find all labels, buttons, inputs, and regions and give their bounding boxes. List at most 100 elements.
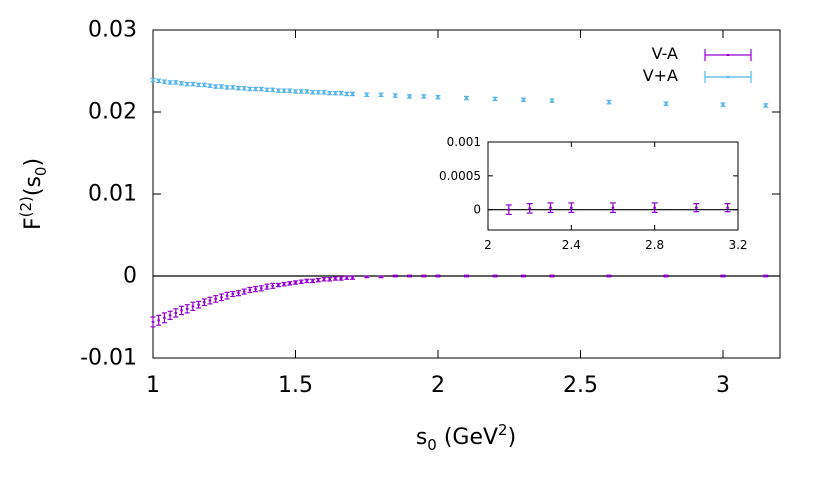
main-point-v-minus-plus-minus-a [310,90,316,95]
main-point-v-minus-a [184,304,190,314]
main-point-v-minus-a [332,276,338,281]
main-point-v-minus-a [201,298,207,307]
main-point-v-minus-a [298,279,304,284]
main-point-v-minus-a [213,295,219,303]
inset-point-v-minus-a [610,202,616,213]
main-point-v-minus-a [224,291,230,300]
main-point-v-minus-a [293,280,298,285]
main-point-v-minus-a [281,281,287,287]
main-point-v-minus-plus-minus-a [350,91,355,97]
inset-background [488,142,738,230]
main-x-tick-label: 2.5 [563,373,598,398]
main-point-v-minus-a [156,314,162,326]
main-point-v-minus-plus-minus-a [298,89,304,94]
main-point-v-minus-a [435,274,441,278]
x-axis-title: s0 (GeV2) [416,421,516,454]
main-point-v-minus-plus-minus-a [207,83,213,89]
main-point-v-minus-a [241,288,247,295]
main-point-v-minus-plus-minus-a [338,90,344,96]
main-point-v-minus-a [173,308,179,318]
main-point-v-minus-plus-minus-a [332,90,338,96]
inset-y-tick-label: 0 [473,203,481,217]
main-point-v-minus-plus-minus-a [275,88,281,93]
main-point-v-minus-a [378,275,384,279]
main-y-tick-label: 0.02 [88,100,137,125]
main-point-v-minus-plus-minus-a [179,81,184,86]
inset-tick-labels: 2 2.4 2.8 3.2 0 0.0005 0.001 [439,135,748,252]
main-point-v-minus-a [275,282,281,288]
main-point-v-minus-a [264,283,270,290]
main-point-v-minus-plus-minus-a [218,84,224,89]
main-point-v-minus-a [247,286,253,293]
main-point-v-minus-plus-minus-a [549,98,555,103]
legend-sample-v-plus-a [704,71,752,83]
main-point-v-minus-a [315,277,321,283]
main-point-v-minus-plus-minus-a [378,92,384,98]
main-point-v-minus-a [207,296,213,305]
main-point-v-minus-plus-minus-a [327,90,333,96]
main-x-tick-label: 1.5 [278,373,313,398]
main-point-v-minus-a [464,274,469,278]
main-point-v-minus-plus-minus-a [281,88,287,93]
main-point-v-minus-plus-minus-a [190,81,196,87]
main-point-v-minus-a [310,278,316,284]
main-point-v-minus-plus-minus-a [293,89,298,94]
main-point-v-minus-a [763,274,769,278]
main-point-v-minus-plus-minus-a [258,86,264,92]
inset-point-v-minus-a [505,204,512,216]
main-point-v-minus-a [253,286,259,293]
main-point-v-minus-a [606,274,612,278]
inset-point-v-minus-a [547,202,554,213]
inset-plot-frame [487,141,739,231]
main-point-v-minus-a [392,274,398,278]
main-point-v-minus-a [364,275,370,279]
main-x-tick-label: 1 [146,373,160,398]
main-point-v-minus-a [338,276,344,281]
main-point-v-minus-plus-minus-a [150,77,156,83]
main-point-v-minus-a [521,274,526,278]
main-point-v-minus-a [167,310,173,321]
main-point-v-minus-plus-minus-a [201,82,207,88]
main-point-v-minus-a [421,274,427,278]
main-point-v-minus-plus-minus-a [167,80,173,85]
legend: V-A V+A [643,44,752,85]
main-point-v-minus-plus-minus-a [606,99,612,105]
inset-y-tick-label: 0.0005 [439,169,481,183]
main-point-v-minus-plus-minus-a [435,94,441,100]
main-point-v-minus-plus-minus-a [407,94,412,99]
main-point-v-minus-plus-minus-a [247,86,253,92]
inset-x-tick-label: 2 [484,238,492,252]
main-point-v-minus-plus-minus-a [213,84,219,89]
main-point-v-minus-plus-minus-a [230,85,236,90]
main-point-v-minus-a [161,312,167,324]
main-y-tick-label: 0.01 [88,182,137,207]
inset-point-v-minus-a [568,202,575,213]
inset-x-tick-label: 2.4 [562,238,581,252]
main-point-v-minus-plus-minus-a [173,80,179,85]
main-point-v-minus-a [492,274,498,278]
main-point-v-minus-a [218,293,224,302]
main-x-tick-label: 2 [431,373,445,398]
main-point-v-minus-a [150,316,156,328]
main-point-v-minus-a [350,275,355,280]
main-point-v-minus-a [196,300,202,309]
main-point-v-minus-plus-minus-a [224,85,230,90]
main-point-v-minus-plus-minus-a [241,85,247,91]
main-point-v-minus-a [287,281,293,286]
inset-series-v-minus-a [505,202,731,216]
main-point-v-minus-plus-minus-a [344,91,350,97]
main-point-v-minus-a [407,274,412,278]
main-point-v-minus-plus-minus-a [521,97,526,102]
main-point-v-minus-a [270,282,276,289]
main-point-v-minus-a [236,290,241,297]
main-point-v-minus-plus-minus-a [364,92,370,98]
main-y-tick-label: 0 [123,264,137,289]
main-y-tick-label: 0.03 [88,18,137,43]
main-point-v-minus-a [327,277,333,282]
main-point-v-minus-a [230,290,236,298]
main-point-v-minus-a [549,274,555,278]
main-point-v-minus-plus-minus-a [315,90,321,95]
main-x-tick-label: 3 [716,373,730,398]
